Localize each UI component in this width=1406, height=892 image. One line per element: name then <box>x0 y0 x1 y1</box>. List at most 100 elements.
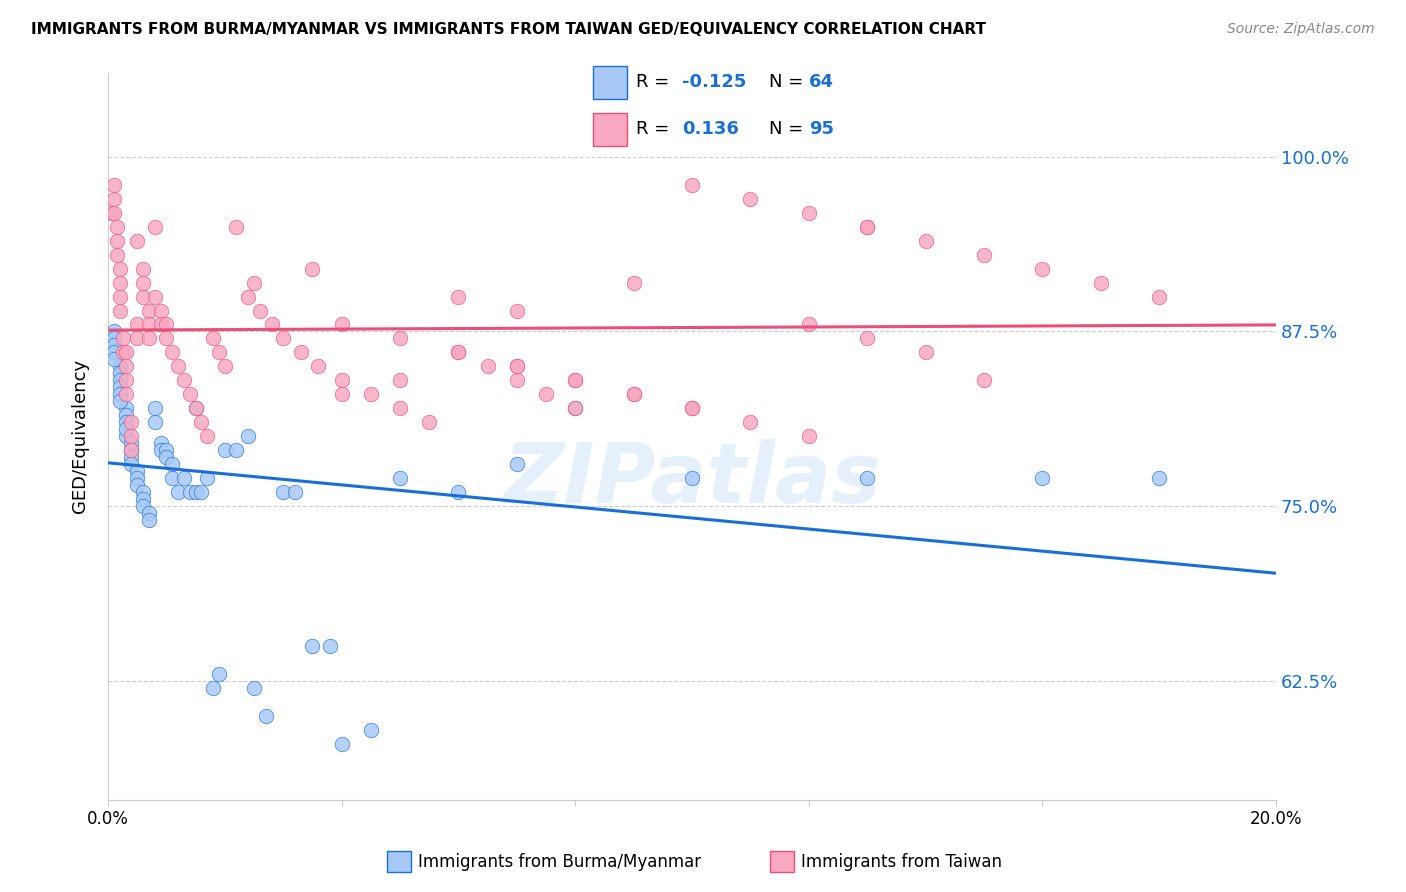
Point <box>195 471 218 485</box>
Point <box>190 485 212 500</box>
Point <box>160 457 183 471</box>
Point <box>623 387 645 401</box>
Point <box>271 485 294 500</box>
Point <box>127 464 149 478</box>
Point <box>155 331 177 345</box>
Point <box>114 409 136 423</box>
Point <box>105 219 128 234</box>
Point <box>160 345 183 359</box>
Point <box>1147 471 1170 485</box>
Point <box>111 345 134 359</box>
Point <box>506 457 529 471</box>
Point <box>184 401 207 416</box>
Point <box>1031 471 1053 485</box>
Point <box>797 429 820 443</box>
Point <box>388 471 411 485</box>
Point <box>108 387 131 401</box>
Point <box>681 471 703 485</box>
Text: Source: ZipAtlas.com: Source: ZipAtlas.com <box>1227 22 1375 37</box>
Point <box>307 359 329 374</box>
Point <box>506 373 529 387</box>
Point <box>388 331 411 345</box>
Point <box>114 429 136 443</box>
Point <box>208 345 231 359</box>
Point <box>418 415 440 429</box>
Point <box>132 289 155 303</box>
Point <box>108 276 131 290</box>
Point <box>138 303 160 318</box>
Point <box>114 387 136 401</box>
Point <box>236 289 259 303</box>
Point <box>114 401 136 416</box>
Point <box>360 723 382 737</box>
Point <box>506 359 529 374</box>
Point <box>100 205 122 219</box>
Point <box>1147 289 1170 303</box>
Point <box>330 318 353 332</box>
Point <box>108 289 131 303</box>
Point <box>260 318 283 332</box>
Point <box>681 401 703 416</box>
Point <box>214 443 236 458</box>
Point <box>143 415 166 429</box>
Point <box>108 394 131 409</box>
Text: IMMIGRANTS FROM BURMA/MYANMAR VS IMMIGRANTS FROM TAIWAN GED/EQUIVALENCY CORRELAT: IMMIGRANTS FROM BURMA/MYANMAR VS IMMIGRA… <box>31 22 986 37</box>
Point <box>167 485 190 500</box>
Point <box>225 219 247 234</box>
Point <box>271 331 294 345</box>
Point <box>114 422 136 436</box>
Point <box>173 373 195 387</box>
Point <box>103 192 125 206</box>
Point <box>132 261 155 276</box>
Point <box>160 471 183 485</box>
Point <box>120 415 142 429</box>
Point <box>388 373 411 387</box>
Point <box>208 666 231 681</box>
Point <box>184 401 207 416</box>
Point <box>973 247 995 261</box>
Point <box>179 485 201 500</box>
Point <box>108 261 131 276</box>
Point <box>236 429 259 443</box>
Point <box>132 485 155 500</box>
Point <box>202 681 225 695</box>
Point <box>138 513 160 527</box>
Point <box>447 345 470 359</box>
Point <box>143 219 166 234</box>
Text: R =: R = <box>636 73 675 91</box>
Point <box>108 359 131 374</box>
Point <box>155 318 177 332</box>
Point <box>127 318 149 332</box>
Point <box>127 471 149 485</box>
Point <box>447 289 470 303</box>
Point <box>388 401 411 416</box>
Point <box>856 471 879 485</box>
Text: -0.125: -0.125 <box>682 73 747 91</box>
Point <box>132 276 155 290</box>
Point <box>105 247 128 261</box>
Point <box>506 359 529 374</box>
Point <box>120 457 142 471</box>
Point <box>506 303 529 318</box>
Point <box>301 261 323 276</box>
Point <box>914 345 936 359</box>
Point <box>797 205 820 219</box>
Point <box>138 318 160 332</box>
Text: N =: N = <box>769 120 808 138</box>
Point <box>103 331 125 345</box>
Point <box>856 219 879 234</box>
Point <box>214 359 236 374</box>
Point <box>330 373 353 387</box>
Point <box>477 359 499 374</box>
Point <box>132 499 155 513</box>
Point <box>167 359 190 374</box>
Point <box>120 450 142 465</box>
Point <box>149 443 172 458</box>
Point <box>103 345 125 359</box>
Point <box>225 443 247 458</box>
Point <box>114 345 136 359</box>
Point <box>111 331 134 345</box>
Point <box>103 178 125 192</box>
Point <box>856 219 879 234</box>
Point <box>856 331 879 345</box>
